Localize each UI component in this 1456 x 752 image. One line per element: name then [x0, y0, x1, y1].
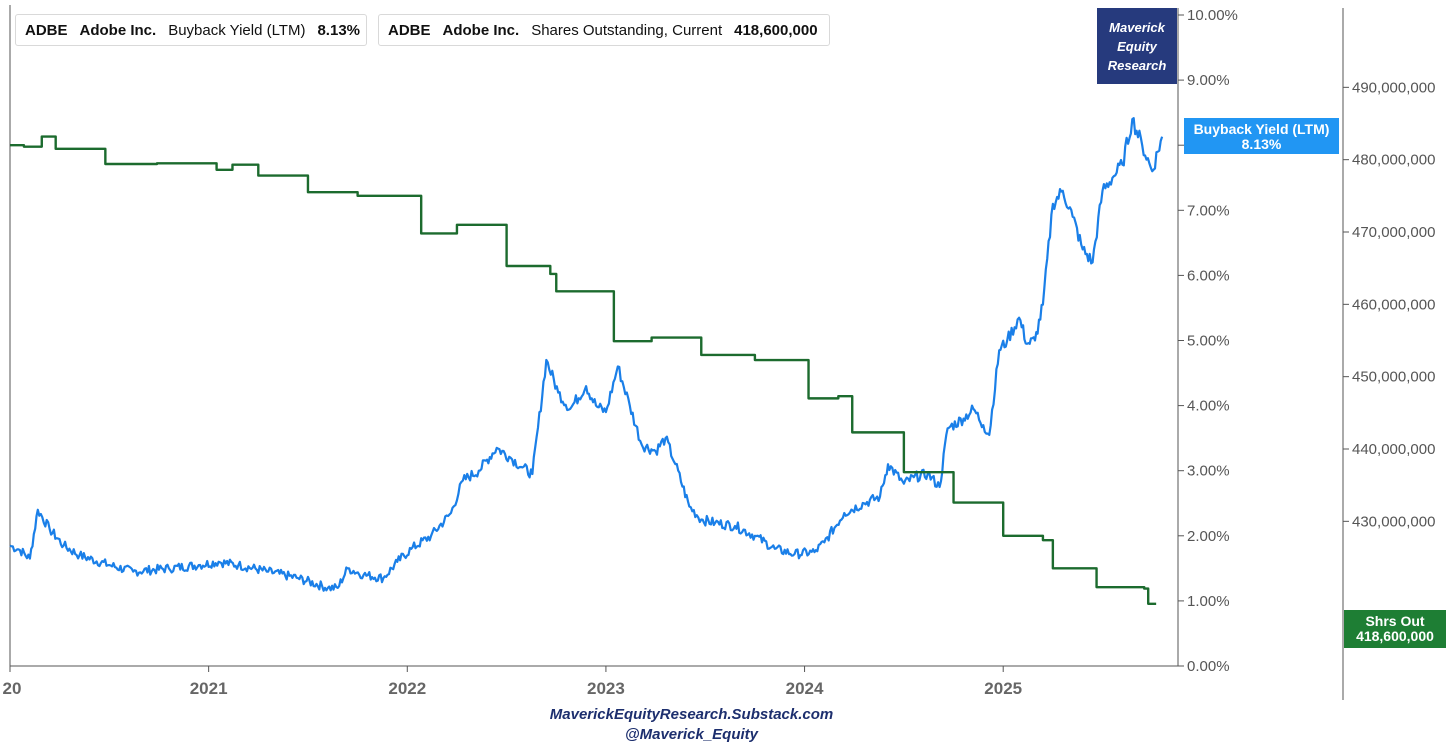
legend-metric: Shares Outstanding, Current [531, 21, 723, 39]
tag-value: 8.13% [1241, 136, 1282, 152]
shares-outstanding-series-line [10, 135, 1157, 605]
yield-tick-label: 5.00% [1187, 333, 1230, 350]
tag-title: Buyback Yield (LTM) [1193, 121, 1330, 137]
x-tick-label: 20 [3, 679, 22, 698]
yield-tick-label: 10.00% [1187, 7, 1238, 24]
shares-tick-label: 480,000,000 [1352, 152, 1435, 169]
legend-company: Adobe Inc. [442, 21, 520, 39]
buyback-yield-value-tag: Buyback Yield (LTM) 8.13% [1184, 118, 1339, 154]
yield-tick-label: 9.00% [1187, 72, 1230, 89]
shares-tick-label: 490,000,000 [1352, 79, 1435, 96]
buyback-yield-series-line [9, 117, 1164, 592]
badge-line: Maverick [1109, 19, 1165, 35]
legend-value: 418,600,000 [734, 21, 818, 39]
legend-value: 8.13% [317, 21, 361, 39]
x-tick-label: 2023 [587, 679, 625, 698]
shares-tick-label: 450,000,000 [1352, 369, 1435, 386]
maverick-logo-badge: Maverick Equity Research [1097, 8, 1177, 84]
tag-value: 418,600,000 [1356, 628, 1434, 644]
legend-company: Adobe Inc. [79, 21, 157, 39]
badge-line: Equity [1117, 38, 1157, 54]
x-tick-label: 2025 [984, 679, 1022, 698]
yield-tick-label: 0.00% [1187, 658, 1230, 675]
x-tick-label: 2021 [190, 679, 228, 698]
shares-tick-label: 470,000,000 [1352, 224, 1435, 241]
x-tick-label: 2022 [388, 679, 426, 698]
legend-entry-buyback-yield[interactable]: ADBE Adobe Inc. Buyback Yield (LTM) 8.13… [15, 14, 367, 46]
yield-tick-label: 1.00% [1187, 593, 1230, 610]
legend-entry-shares-outstanding[interactable]: ADBE Adobe Inc. Shares Outstanding, Curr… [378, 14, 830, 46]
yield-tick-label: 7.00% [1187, 202, 1230, 219]
yield-tick-label: 3.00% [1187, 463, 1230, 480]
yield-tick-label: 4.00% [1187, 398, 1230, 415]
badge-line: Research [1107, 57, 1167, 73]
footer-website: MaverickEquityResearch.Substack.com [549, 706, 834, 723]
yield-tick-label: 2.00% [1187, 528, 1230, 545]
legend-metric: Buyback Yield (LTM) [168, 21, 306, 39]
legend-ticker: ADBE [388, 21, 431, 39]
yield-tick-label: 6.00% [1187, 267, 1230, 284]
shares-tick-label: 460,000,000 [1352, 296, 1435, 313]
shares-outstanding-value-tag: Shrs Out 418,600,000 [1344, 610, 1446, 648]
shares-tick-label: 440,000,000 [1352, 441, 1435, 458]
legend-ticker: ADBE [25, 21, 68, 39]
footer-handle: @Maverick_Equity [624, 726, 758, 743]
x-tick-label: 2024 [786, 679, 824, 698]
shares-tick-label: 430,000,000 [1352, 513, 1435, 530]
tag-title: Shrs Out [1365, 613, 1425, 629]
